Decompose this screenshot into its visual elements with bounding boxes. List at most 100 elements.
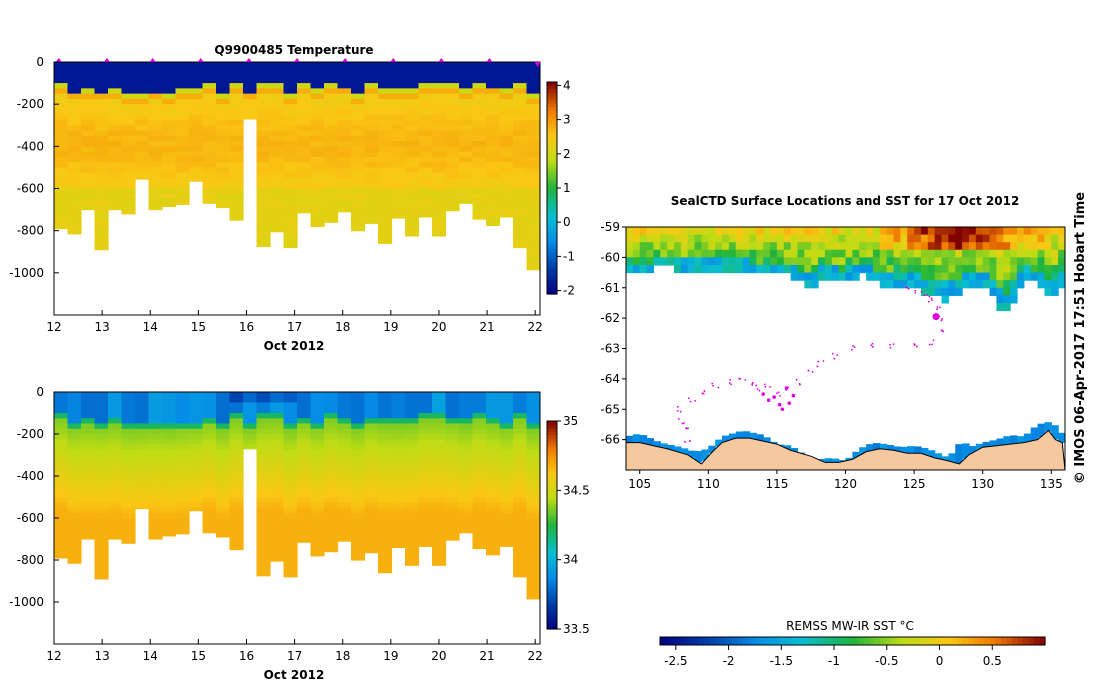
data-cell <box>229 533 244 540</box>
data-cell <box>418 497 433 503</box>
data-cell <box>324 476 339 482</box>
data-cell <box>67 119 82 126</box>
data-cell <box>351 481 366 488</box>
data-cell <box>270 209 285 216</box>
data-cell <box>364 98 379 105</box>
polynya-cell <box>900 446 908 454</box>
data-cell <box>121 418 136 425</box>
data-cell <box>378 135 393 142</box>
sst-cell <box>968 257 977 266</box>
polynya-cell <box>1023 433 1032 443</box>
seal-track-point <box>871 342 874 345</box>
sst-cell <box>948 242 956 251</box>
data-cell <box>94 418 109 425</box>
polynya-cell <box>955 444 963 465</box>
sst-cell <box>1023 264 1032 274</box>
colorbar-segment <box>547 219 557 224</box>
sst-cell <box>1051 227 1059 236</box>
data-cell <box>135 470 150 477</box>
data-cell <box>459 439 474 446</box>
data-cell <box>459 423 474 430</box>
data-cell <box>499 199 514 205</box>
colorbar-segment <box>547 159 557 164</box>
data-cell <box>432 130 447 137</box>
data-cell <box>499 512 514 519</box>
data-cell <box>175 109 190 116</box>
data-cell <box>135 392 150 398</box>
data-cell <box>94 434 109 440</box>
data-cell <box>378 98 393 105</box>
data-cell <box>324 402 339 409</box>
data-cell <box>337 162 352 169</box>
data-cell <box>445 528 460 535</box>
sst-cell <box>1016 234 1025 243</box>
data-cell <box>364 518 379 524</box>
data-cell <box>513 88 528 95</box>
data-cell <box>364 151 379 158</box>
data-cell <box>148 518 163 524</box>
data-cell <box>54 491 69 498</box>
colorbar-segment <box>547 212 557 217</box>
data-cell <box>162 162 177 169</box>
seal-track-point <box>688 440 691 443</box>
data-cell <box>324 104 339 111</box>
data-cell <box>256 67 271 74</box>
data-cell <box>513 528 528 535</box>
sst-cell <box>756 257 764 266</box>
colorbar-segment <box>547 184 557 189</box>
data-cell <box>162 183 177 190</box>
data-cell <box>94 549 109 556</box>
data-cell <box>256 476 271 482</box>
data-cell <box>310 209 325 216</box>
sst-cell <box>1010 264 1018 274</box>
colorbar-segment <box>547 127 557 133</box>
data-cell <box>297 119 312 126</box>
data-cell <box>513 214 528 221</box>
data-cell <box>391 428 406 435</box>
colorbar-segment <box>547 191 557 196</box>
data-cell <box>189 413 204 419</box>
data-cell <box>432 491 447 498</box>
data-cell <box>310 434 325 440</box>
sst-cell <box>1003 280 1011 289</box>
data-cell <box>283 72 298 79</box>
colorbar-segment <box>547 258 557 263</box>
sst-cell <box>680 227 689 236</box>
sst-cell <box>776 249 785 258</box>
colorbar-segment <box>547 566 557 571</box>
sst-cell <box>989 249 998 258</box>
data-cell <box>135 88 150 95</box>
data-cell <box>148 125 163 132</box>
data-cell <box>135 502 150 509</box>
sst-cell <box>996 272 1004 281</box>
data-cell <box>229 512 244 519</box>
data-cell <box>499 518 514 524</box>
seal-track-point <box>717 386 720 389</box>
data-cell <box>364 83 379 89</box>
data-cell <box>405 512 420 519</box>
colorbar-segment <box>547 445 557 450</box>
data-cell <box>121 98 136 105</box>
data-cell <box>418 502 433 509</box>
data-cell <box>148 455 163 461</box>
data-cell <box>364 88 379 95</box>
data-cell <box>229 423 244 430</box>
data-cell <box>499 77 514 84</box>
data-cell <box>202 423 217 430</box>
data-cell <box>283 235 298 242</box>
data-cell <box>337 188 352 195</box>
colorbar-segment <box>547 563 557 568</box>
data-cell <box>94 428 109 435</box>
seal-track-point <box>712 384 714 387</box>
data-cell <box>162 518 177 524</box>
data-cell <box>310 449 325 456</box>
data-cell <box>135 67 150 74</box>
data-cell <box>310 135 325 142</box>
data-cell <box>378 460 393 467</box>
data-cell <box>229 544 244 551</box>
sst-cell <box>728 264 737 274</box>
data-cell <box>148 172 163 179</box>
data-cell <box>391 413 406 419</box>
polynya-cell <box>790 447 799 452</box>
data-cell <box>81 114 96 121</box>
